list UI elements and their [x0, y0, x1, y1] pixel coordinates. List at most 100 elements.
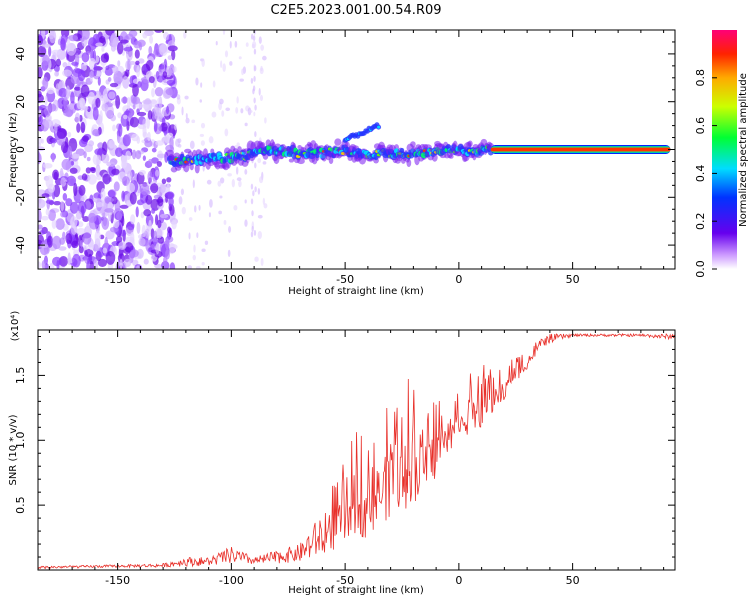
- spectrogram-cell: [233, 204, 238, 211]
- spectrogram-cell: [69, 201, 79, 214]
- spectrogram-y-tick-label: 20: [14, 95, 27, 109]
- spectrogram-cell: [123, 46, 133, 52]
- spectrogram-cell: [69, 153, 80, 159]
- spectrogram-cell: [189, 140, 195, 150]
- spectrogram-cell: [236, 96, 239, 104]
- spectrogram-cell: [260, 44, 265, 51]
- spectrogram-cell: [130, 214, 136, 225]
- spectrogram-cell: [250, 198, 254, 205]
- spectrogram-cell: [167, 55, 173, 61]
- spectrogram-cell: [77, 200, 87, 215]
- snr-y-tick-label: 0.5: [14, 496, 27, 514]
- spectrogram-cell: [196, 265, 201, 269]
- spectrogram-cell: [102, 216, 107, 227]
- spectrogram-x-tick-label: -100: [219, 273, 244, 286]
- spectrogram-y-tick-label: 0: [14, 146, 27, 153]
- spectrogram-cell: [104, 196, 110, 204]
- spectrogram-cell: [51, 138, 57, 144]
- spectrogram-cell: [166, 177, 172, 183]
- spectrogram-cell: [116, 42, 124, 55]
- snr-x-tick-label: -50: [336, 574, 354, 587]
- spectrogram-cell: [187, 265, 193, 269]
- spectrogram-cell: [38, 34, 43, 46]
- spectrogram-cell: [142, 155, 146, 161]
- spectrogram-cell: [201, 248, 206, 252]
- spectrogram-cell: [105, 230, 115, 240]
- spectrogram-cell: [43, 105, 52, 117]
- spectrogram-cell: [58, 87, 68, 98]
- spectrogram-cell: [38, 194, 42, 204]
- spectrogram-cell: [101, 103, 109, 112]
- spectrogram-cell: [39, 241, 49, 256]
- spectrogram-cell: [66, 175, 77, 187]
- spectrogram-cell: [41, 43, 51, 48]
- spectrogram-cell: [110, 114, 117, 122]
- spectrogram-cell: [194, 205, 197, 213]
- spectrogram-cell: [119, 204, 129, 209]
- spectrogram-cell: [52, 256, 62, 267]
- spectrogram-cell: [42, 162, 53, 169]
- spectrogram-cell: [118, 241, 127, 251]
- colorbar-label: Normalized spectral amplitude: [738, 73, 749, 227]
- spectrogram-cell: [81, 52, 90, 63]
- spectrogram-cell: [253, 75, 256, 82]
- spectrogram-cell: [224, 50, 229, 58]
- spectrogram-cell: [107, 190, 116, 198]
- spectrogram-cell: [196, 232, 199, 239]
- spectrogram-cell: [165, 191, 175, 200]
- spectrogram-cell: [58, 246, 67, 251]
- spectrogram-cell: [229, 61, 233, 66]
- spectrogram-cell: [121, 190, 126, 202]
- spectrogram-cell: [55, 58, 62, 67]
- spectrogram-cell: [219, 98, 224, 105]
- spectrogram-cell: [235, 166, 239, 175]
- spectrogram-cell: [68, 34, 78, 42]
- spectrogram-cell: [257, 187, 261, 195]
- spectrogram-cell: [121, 176, 130, 187]
- spectrogram-cell: [60, 177, 67, 187]
- spectrogram-cell: [220, 177, 225, 184]
- spectrogram-cell: [124, 242, 134, 253]
- spectrogram-cell: [192, 254, 196, 261]
- spectrogram-cell: [157, 196, 164, 207]
- spectrogram-cell: [62, 231, 66, 240]
- spectrogram-cell: [69, 103, 74, 110]
- spectrogram-cell: [88, 240, 95, 251]
- spectrogram-cell: [151, 147, 157, 153]
- spectrogram-cell: [236, 177, 242, 182]
- spectrogram-cell: [414, 154, 420, 166]
- spectrogram-cell: [153, 120, 158, 132]
- spectrogram-cell: [119, 39, 129, 44]
- spectrogram-cell: [144, 228, 150, 239]
- spectrogram-cell: [74, 84, 81, 98]
- spectrogram-cell: [46, 87, 55, 95]
- spectrogram-cell: [132, 104, 136, 110]
- spectrogram-cell: [38, 66, 43, 79]
- spectrogram-cell: [80, 121, 86, 134]
- spectrogram-cell: [79, 37, 85, 42]
- spectrogram-cell: [140, 211, 145, 219]
- spectrogram-cell: [81, 173, 88, 181]
- spectrogram-cell: [220, 60, 223, 69]
- spectrogram-y-tick-label: 40: [14, 47, 27, 61]
- spectrogram-cell: [44, 119, 54, 129]
- spectrogram-cell: [225, 107, 231, 112]
- spectrogram-cell: [53, 200, 62, 206]
- spectrogram-cell: [240, 108, 244, 114]
- spectrogram-cell: [145, 194, 153, 205]
- spectrogram-cell: [129, 116, 139, 128]
- spectrogram-cell: [147, 131, 151, 142]
- spectrogram-cell: [96, 174, 102, 181]
- spectrogram-cell: [150, 183, 159, 194]
- spectrogram-cell: [244, 199, 247, 204]
- snr-y-tick-label: 1.5: [14, 367, 27, 385]
- spectrogram-cell: [257, 230, 262, 240]
- spectrogram-cell: [250, 231, 254, 238]
- spectrogram-cell: [288, 158, 295, 163]
- spectrogram-cell: [250, 33, 254, 40]
- spectrogram-cell: [136, 136, 141, 144]
- spectrogram-cell: [98, 36, 106, 43]
- spectrogram-ridge: [490, 145, 671, 154]
- spectrogram-cell: [72, 253, 81, 268]
- spectrogram-cell: [88, 140, 95, 147]
